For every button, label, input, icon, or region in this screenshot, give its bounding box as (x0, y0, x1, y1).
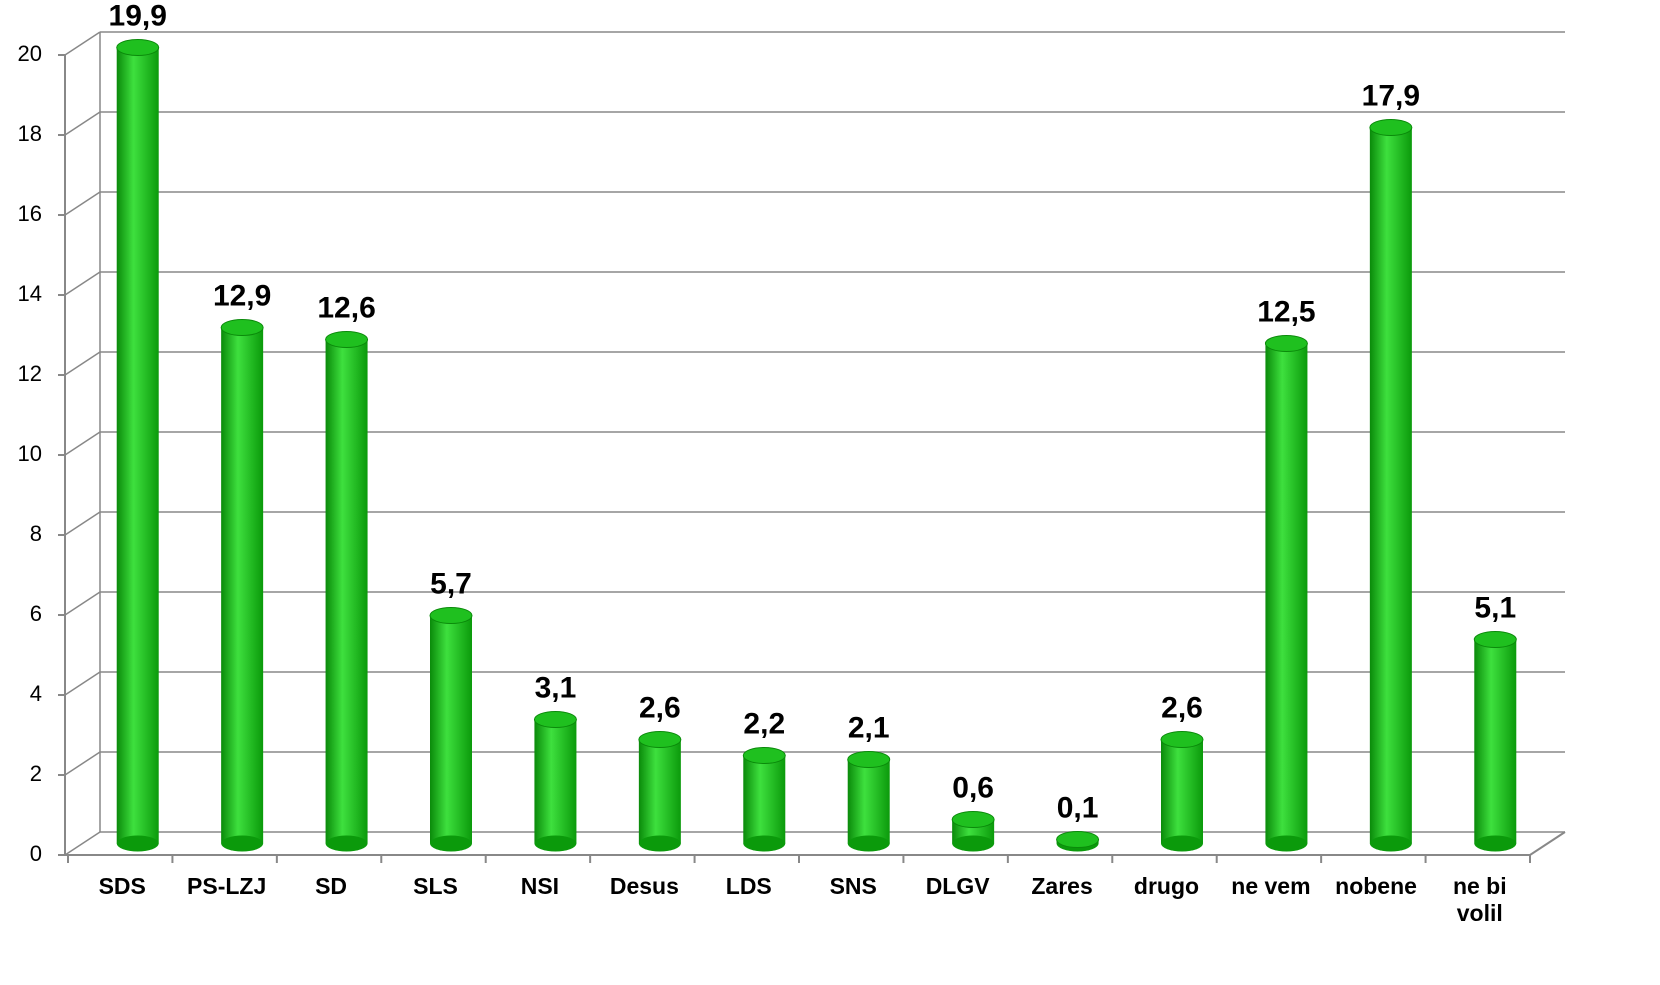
bar-top (220, 319, 264, 336)
bar-base (743, 835, 786, 852)
floor (65, 831, 1566, 856)
bar (430, 615, 472, 844)
bar (1369, 127, 1412, 844)
grid-line (64, 831, 101, 856)
grid-line (64, 591, 101, 616)
x-tick-label: PS-LZJ (187, 873, 267, 899)
grid-line (64, 31, 101, 56)
x-tick-label: ne bi volil (1452, 873, 1507, 926)
bar-base (638, 835, 681, 852)
value-label: 12,6 (317, 291, 375, 324)
x-tick-label: ne vem (1231, 873, 1311, 899)
x-tick-label: drugo (1133, 873, 1200, 899)
grid-line (64, 191, 101, 216)
bar (1474, 639, 1517, 844)
bar-top (1160, 731, 1204, 748)
bar-top (116, 39, 160, 56)
bar-base (847, 835, 890, 852)
y-tick-label: 2 (30, 761, 42, 786)
bar (325, 339, 368, 844)
grid-line (64, 511, 101, 536)
x-tick-label: SD (315, 873, 348, 899)
grid-line (64, 671, 101, 696)
value-label: 2,6 (1161, 691, 1203, 724)
bar-base (1369, 835, 1412, 852)
bar-base (1474, 835, 1517, 852)
y-tick-label: 16 (18, 201, 42, 226)
value-label: 3,1 (535, 671, 577, 704)
value-label: 2,1 (848, 711, 890, 744)
bar-top (847, 751, 891, 768)
bar-top (1473, 631, 1517, 648)
bar (638, 739, 681, 844)
bar (221, 327, 264, 844)
y-tick-label: 0 (30, 841, 42, 866)
bar-top (1369, 119, 1413, 136)
bar (1161, 739, 1203, 844)
value-label: 19,9 (109, 0, 167, 32)
y-tick-label: 10 (18, 441, 42, 466)
y-tick-label: 12 (18, 361, 42, 386)
value-label: 17,9 (1362, 79, 1420, 112)
y-tick-label: 6 (30, 601, 42, 626)
grid-line (64, 351, 101, 376)
bar-base (430, 835, 472, 852)
y-tick-label: 18 (18, 121, 42, 146)
bar-top (533, 711, 577, 728)
bar-base (952, 835, 995, 852)
bar-top (638, 731, 682, 748)
bar-base (116, 835, 159, 852)
bar-base (1265, 835, 1308, 852)
bar-base (221, 835, 264, 852)
y-tick-label: 20 (18, 41, 42, 66)
bar (1265, 343, 1308, 844)
value-label: 0,6 (952, 771, 994, 804)
grid-line (64, 111, 101, 136)
bar-top (951, 811, 995, 828)
bar-base (1161, 835, 1203, 852)
value-label: 2,2 (743, 707, 785, 740)
value-label: 2,6 (639, 691, 681, 724)
value-label: 5,1 (1474, 591, 1516, 624)
x-tick-label: SLS (413, 873, 458, 899)
grid-line (64, 271, 101, 296)
x-tick-label: DLGV (925, 873, 990, 899)
x-tick-label: SDS (98, 873, 146, 899)
x-tick-label: LDS (725, 873, 772, 899)
x-tick-label: Zares (1031, 873, 1093, 899)
y-tick-label: 4 (30, 681, 42, 706)
bar (116, 47, 159, 844)
x-tick-label: nobene (1335, 873, 1417, 899)
value-label: 0,1 (1057, 791, 1099, 824)
y-tick-label: 8 (30, 521, 42, 546)
bar-base (534, 835, 577, 852)
value-label: 12,5 (1257, 295, 1315, 328)
x-tick-label: SNS (829, 873, 877, 899)
bar-top (1056, 831, 1100, 848)
grid-line (64, 751, 101, 776)
bar-top (742, 747, 786, 764)
bar-top (1264, 335, 1308, 352)
y-tick-label: 14 (18, 281, 42, 306)
x-tick-label: Desus (609, 873, 679, 899)
bar-top (429, 607, 473, 624)
bar (847, 759, 890, 844)
value-label: 12,9 (213, 279, 271, 312)
value-label: 5,7 (430, 567, 472, 600)
x-tick-label: NSI (520, 873, 560, 899)
bar (743, 755, 786, 844)
bar-base (325, 835, 368, 852)
bar-top (325, 331, 369, 348)
bar (534, 719, 577, 844)
grid-line (64, 431, 101, 456)
